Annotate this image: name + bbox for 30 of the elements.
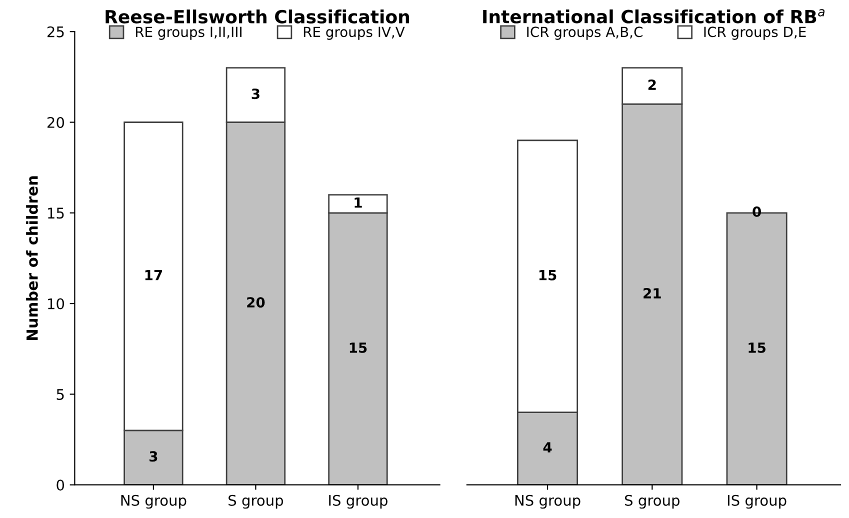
y-tick-label: 25: [48, 26, 64, 38]
y-tick-label: 0: [56, 480, 64, 491]
data-label: 1: [354, 198, 362, 208]
data-label: 4: [543, 442, 552, 452]
chart-title: Reese-Ellsworth Classification: [106, 10, 410, 24]
data-label: 3: [252, 88, 260, 100]
legend-label: ICR groups A,B,C: [527, 26, 642, 40]
data-label: 17: [145, 270, 162, 280]
data-label: 15: [350, 342, 367, 353]
x-tick-label: S group: [625, 494, 680, 509]
legend-label: RE groups I,II,III: [136, 26, 242, 40]
x-tick-label: S group: [228, 494, 284, 509]
y-tick-label: 20: [48, 116, 64, 128]
y-tick-label: 15: [48, 208, 64, 219]
x-tick-label: NS group: [515, 494, 580, 509]
data-label: 21: [644, 288, 661, 298]
data-label: 2: [648, 80, 656, 90]
y-tick-label: 5: [56, 389, 64, 400]
x-tick-label: IS group: [329, 494, 388, 509]
x-tick-label: IS group: [728, 494, 786, 509]
legend-label: RE groups IV,V: [304, 26, 405, 40]
y-tick-label: 10: [48, 298, 64, 310]
data-label: 3: [150, 451, 158, 462]
y-axis-title: Number of children: [26, 176, 38, 340]
x-tick-label: NS group: [121, 494, 186, 509]
legend-label: ICR groups D,E: [704, 26, 806, 40]
data-label: 15: [748, 342, 766, 353]
data-label: 20: [247, 297, 265, 308]
chart-title: International Classification of RB$^{a}$: [483, 9, 825, 24]
data-label: 15: [539, 270, 556, 280]
